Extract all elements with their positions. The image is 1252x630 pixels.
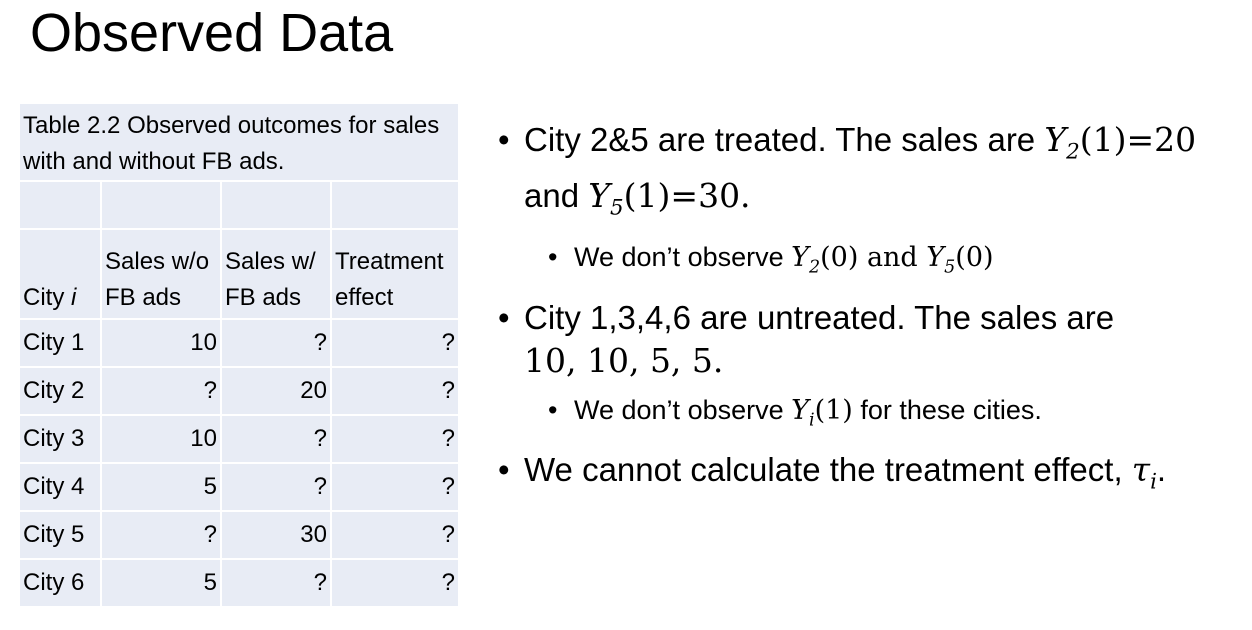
math-and: and xyxy=(858,242,927,274)
cell-sales-with: ? xyxy=(222,416,332,464)
bullet-text: . xyxy=(1156,450,1167,488)
math-subscript: 5 xyxy=(944,257,956,278)
cell-city: City 3 xyxy=(20,416,102,464)
math-y5: Y5 xyxy=(926,242,955,277)
bullet-text: We cannot calculate the treatment effect… xyxy=(524,450,1132,488)
table-row: City 4 5 ? ? xyxy=(20,464,460,512)
table-blank-row xyxy=(20,182,460,230)
math-arg: (0) xyxy=(820,242,859,274)
math-subscript: i xyxy=(808,409,815,430)
header-sales-with: Sales w/ FB ads xyxy=(222,230,332,320)
bullet-text: We don’t observe xyxy=(574,242,792,273)
bullet-treatment-effect: We cannot calculate the treatment effect… xyxy=(496,448,1236,504)
observed-outcomes-table: Table 2.2 Observed outcomes for sales wi… xyxy=(20,104,460,608)
cell-treatment-effect: ? xyxy=(332,560,460,608)
cell-sales-with: 30 xyxy=(222,512,332,560)
math-symbol: Y xyxy=(791,394,809,426)
bullet-text: City 1,3,4,6 are untreated. The sales ar… xyxy=(524,298,1115,336)
blank-cell xyxy=(20,182,102,230)
bullet-treated-cities: City 2&5 are treated. The sales are Y2(1… xyxy=(496,118,1236,229)
cell-sales-without: 10 xyxy=(102,416,222,464)
header-treatment-effect: Treatment effect xyxy=(332,230,460,320)
table-caption-row: Table 2.2 Observed outcomes for sales wi… xyxy=(20,104,460,182)
header-sales-without: Sales w/o FB ads xyxy=(102,230,222,320)
bullet-text: for these cities. xyxy=(852,394,1042,425)
math-y2: Y2 xyxy=(791,242,820,277)
math-arg: (1) xyxy=(814,394,853,426)
cell-sales-without: ? xyxy=(102,512,222,560)
bullet-untreated-cities: City 1,3,4,6 are untreated. The sales ar… xyxy=(496,296,1236,382)
math-symbol: Y xyxy=(791,242,809,274)
table-row: City 1 10 ? ? xyxy=(20,320,460,368)
cell-treatment-effect: ? xyxy=(332,464,460,512)
cell-sales-with: ? xyxy=(222,320,332,368)
cell-treatment-effect: ? xyxy=(332,320,460,368)
cell-sales-without: 10 xyxy=(102,320,222,368)
cell-sales-without: ? xyxy=(102,368,222,416)
math-subscript: 2 xyxy=(808,257,821,278)
cell-sales-without: 5 xyxy=(102,560,222,608)
bullet-text: We don’t observe xyxy=(574,394,792,425)
cell-city: City 4 xyxy=(20,464,102,512)
table-row: City 5 ? 30 ? xyxy=(20,512,460,560)
cell-city: City 1 xyxy=(20,320,102,368)
blank-cell xyxy=(222,182,332,230)
cell-treatment-effect: ? xyxy=(332,512,460,560)
sub-bullet-unobserved-untreated: We don’t observe Yi(1) for these cities. xyxy=(546,390,1236,440)
math-y5-value: (1)=30. xyxy=(623,175,751,215)
blank-cell xyxy=(332,182,460,230)
cell-city: City 6 xyxy=(20,560,102,608)
math-subscript: 2 xyxy=(1066,139,1080,165)
cell-sales-without: 5 xyxy=(102,464,222,512)
math-symbol: Y xyxy=(1044,120,1067,159)
math-yi: Yi xyxy=(791,394,814,430)
untreated-sales-values: 10, 10, 5, 5. xyxy=(524,340,724,380)
bullet-list: City 2&5 are treated. The sales are Y2(1… xyxy=(496,118,1236,512)
table-row: City 2 ? 20 ? xyxy=(20,368,460,416)
cell-treatment-effect: ? xyxy=(332,368,460,416)
cell-city: City 2 xyxy=(20,368,102,416)
blank-cell xyxy=(102,182,222,230)
bullet-text: City 2&5 are treated. The sales are xyxy=(524,121,1045,158)
math-y5: Y5 xyxy=(588,175,623,221)
math-subscript: i xyxy=(1150,469,1157,495)
table-row: City 3 10 ? ? xyxy=(20,416,460,464)
math-subscript: 5 xyxy=(610,195,624,221)
header-city-index: i xyxy=(71,284,77,311)
cell-sales-with: ? xyxy=(222,464,332,512)
math-symbol: Y xyxy=(926,242,945,274)
header-city: City i xyxy=(20,230,102,320)
cell-city: City 5 xyxy=(20,512,102,560)
cell-treatment-effect: ? xyxy=(332,416,460,464)
header-city-label: City xyxy=(23,284,65,311)
table-row: City 6 5 ? ? xyxy=(20,560,460,608)
slide-title: Observed Data xyxy=(30,3,394,63)
table-caption: Table 2.2 Observed outcomes for sales wi… xyxy=(20,104,460,182)
bullet-text: and xyxy=(524,176,589,214)
math-tau-i: τi xyxy=(1131,449,1157,495)
math-symbol: τ xyxy=(1131,449,1151,489)
math-arg: (0) xyxy=(955,242,994,274)
cell-sales-with: ? xyxy=(222,560,332,608)
table-header-row: City i Sales w/o FB ads Sales w/ FB ads … xyxy=(20,230,460,320)
cell-sales-with: 20 xyxy=(222,368,332,416)
math-y2: Y2 xyxy=(1044,120,1079,165)
math-y2-value: (1)=20 xyxy=(1079,120,1197,159)
math-symbol: Y xyxy=(588,175,611,215)
sub-bullet-unobserved-treated: We don’t observe Y2(0) and Y5(0) xyxy=(546,237,1236,287)
